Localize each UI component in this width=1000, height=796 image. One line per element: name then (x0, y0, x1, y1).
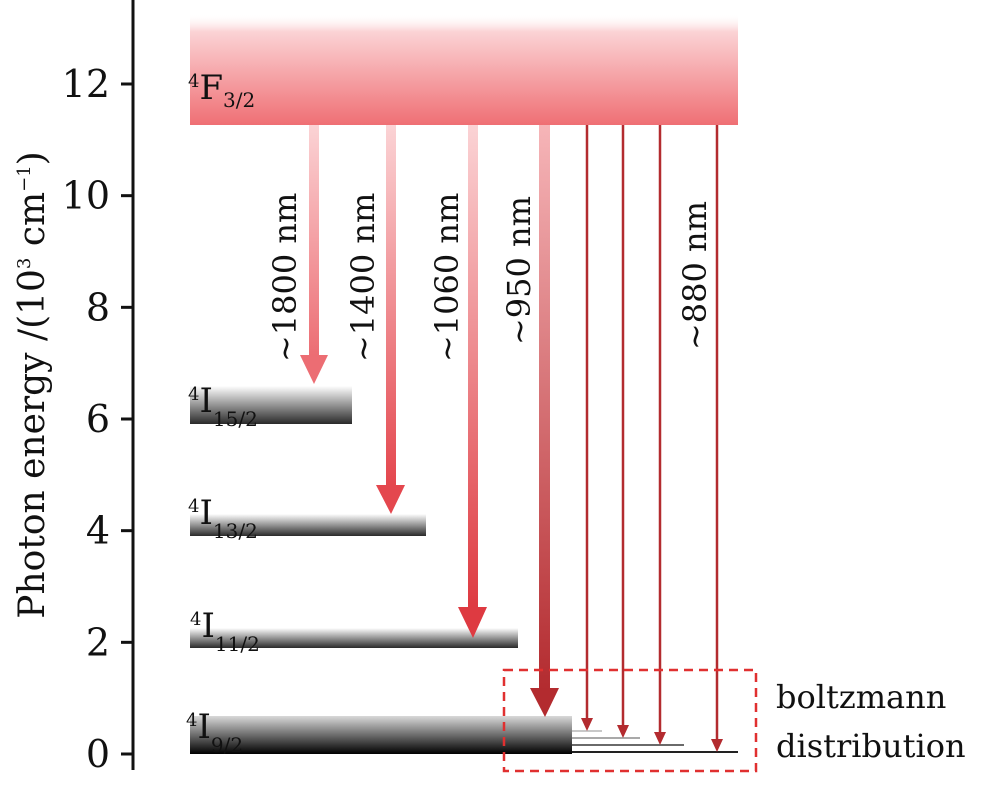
level-label-I112: 4I11/2 (190, 606, 260, 656)
arrow-1060-shaft (468, 125, 478, 607)
boltzmann-label-line2: distribution (776, 727, 966, 765)
arrow-950-head (530, 688, 559, 717)
arrow-1060-head (458, 607, 487, 638)
y-tick-label: 8 (86, 285, 110, 329)
wavelength-label-1400: ~1400 nm (344, 193, 382, 362)
arrow-1400-head (376, 485, 405, 514)
level-band-I132 (190, 514, 426, 536)
y-axis-title: Photon energy /(103 cm−1) (12, 151, 53, 618)
boltzmann-label-line1: boltzmann (776, 678, 946, 716)
wavelength-label-950: ~950 nm (500, 196, 538, 345)
boltzmann-box (502, 668, 758, 773)
arrow-1400-shaft (386, 125, 396, 485)
y-tick-label: 4 (86, 509, 110, 553)
arrow-950-shaft (539, 125, 550, 690)
wavelength-label-1060: ~1060 nm (428, 193, 466, 362)
level-band-I112 (190, 628, 518, 648)
level-label-I92: 4I9/2 (186, 707, 243, 757)
y-tick-label: 2 (86, 620, 110, 664)
wavelength-label-880: ~880 nm (676, 201, 714, 350)
arrow-1800-head (300, 355, 328, 384)
transition-arrows (300, 125, 723, 752)
level-band-I92 (190, 716, 572, 754)
y-axis-ticks: 0 2 4 6 8 10 12 (62, 62, 133, 776)
y-tick-label: 12 (62, 62, 110, 106)
level-label-I152: 4I15/2 (188, 381, 258, 431)
level-band-F32 (190, 15, 738, 125)
arrow-thin-3-head (654, 732, 666, 745)
arrow-thin-2-head (617, 725, 629, 738)
level-label-I132: 4I13/2 (188, 493, 258, 543)
wavelength-label-1800: ~1800 nm (266, 193, 304, 362)
level-band-I152 (190, 386, 352, 424)
arrow-880-head (711, 739, 723, 752)
arrow-thin-1-head (581, 718, 593, 731)
y-tick-label: 0 (86, 732, 110, 776)
y-tick-label: 6 (86, 397, 110, 441)
level-label-F32: 4F3/2 (188, 68, 255, 112)
arrow-1800-shaft (309, 125, 319, 355)
y-tick-label: 10 (62, 174, 110, 218)
